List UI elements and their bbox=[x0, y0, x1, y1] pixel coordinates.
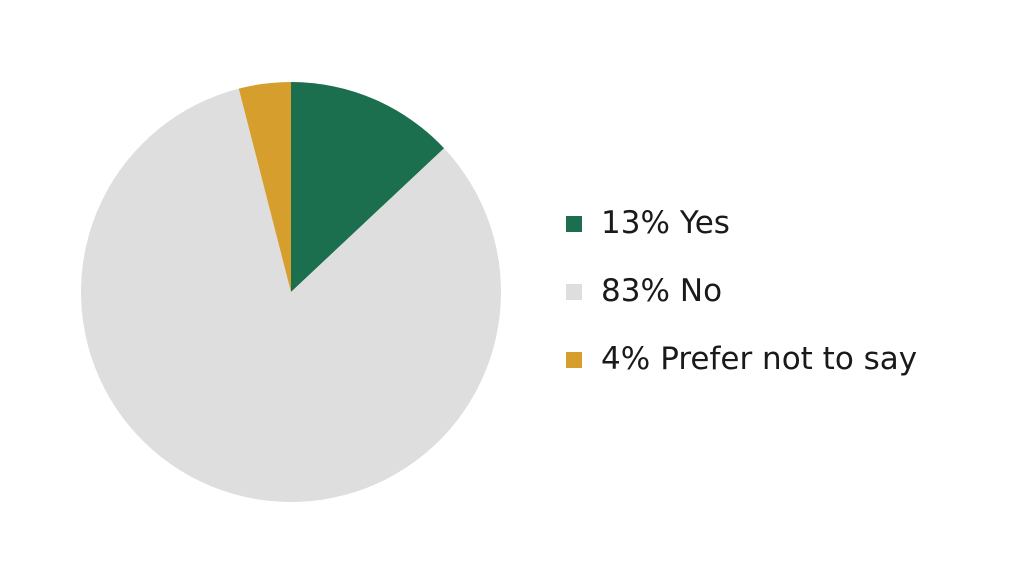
pie-slice bbox=[291, 82, 445, 292]
legend-value: 83% bbox=[601, 273, 670, 309]
legend-category: Yes bbox=[679, 205, 730, 241]
legend-swatch bbox=[566, 216, 582, 232]
legend-value: 13% bbox=[601, 205, 670, 241]
legend-swatch bbox=[566, 352, 582, 368]
legend-category: Prefer not to say bbox=[660, 341, 917, 377]
legend-swatch bbox=[566, 284, 582, 300]
legend-value: 4% bbox=[601, 341, 650, 377]
legend-label: 4% Prefer not to say bbox=[601, 341, 917, 377]
pie-slice bbox=[80, 88, 501, 503]
legend-label: 83% No bbox=[601, 273, 722, 309]
legend-category: No bbox=[680, 273, 722, 309]
pie-slice bbox=[238, 82, 291, 292]
legend-label: 13% Yes bbox=[601, 205, 730, 241]
